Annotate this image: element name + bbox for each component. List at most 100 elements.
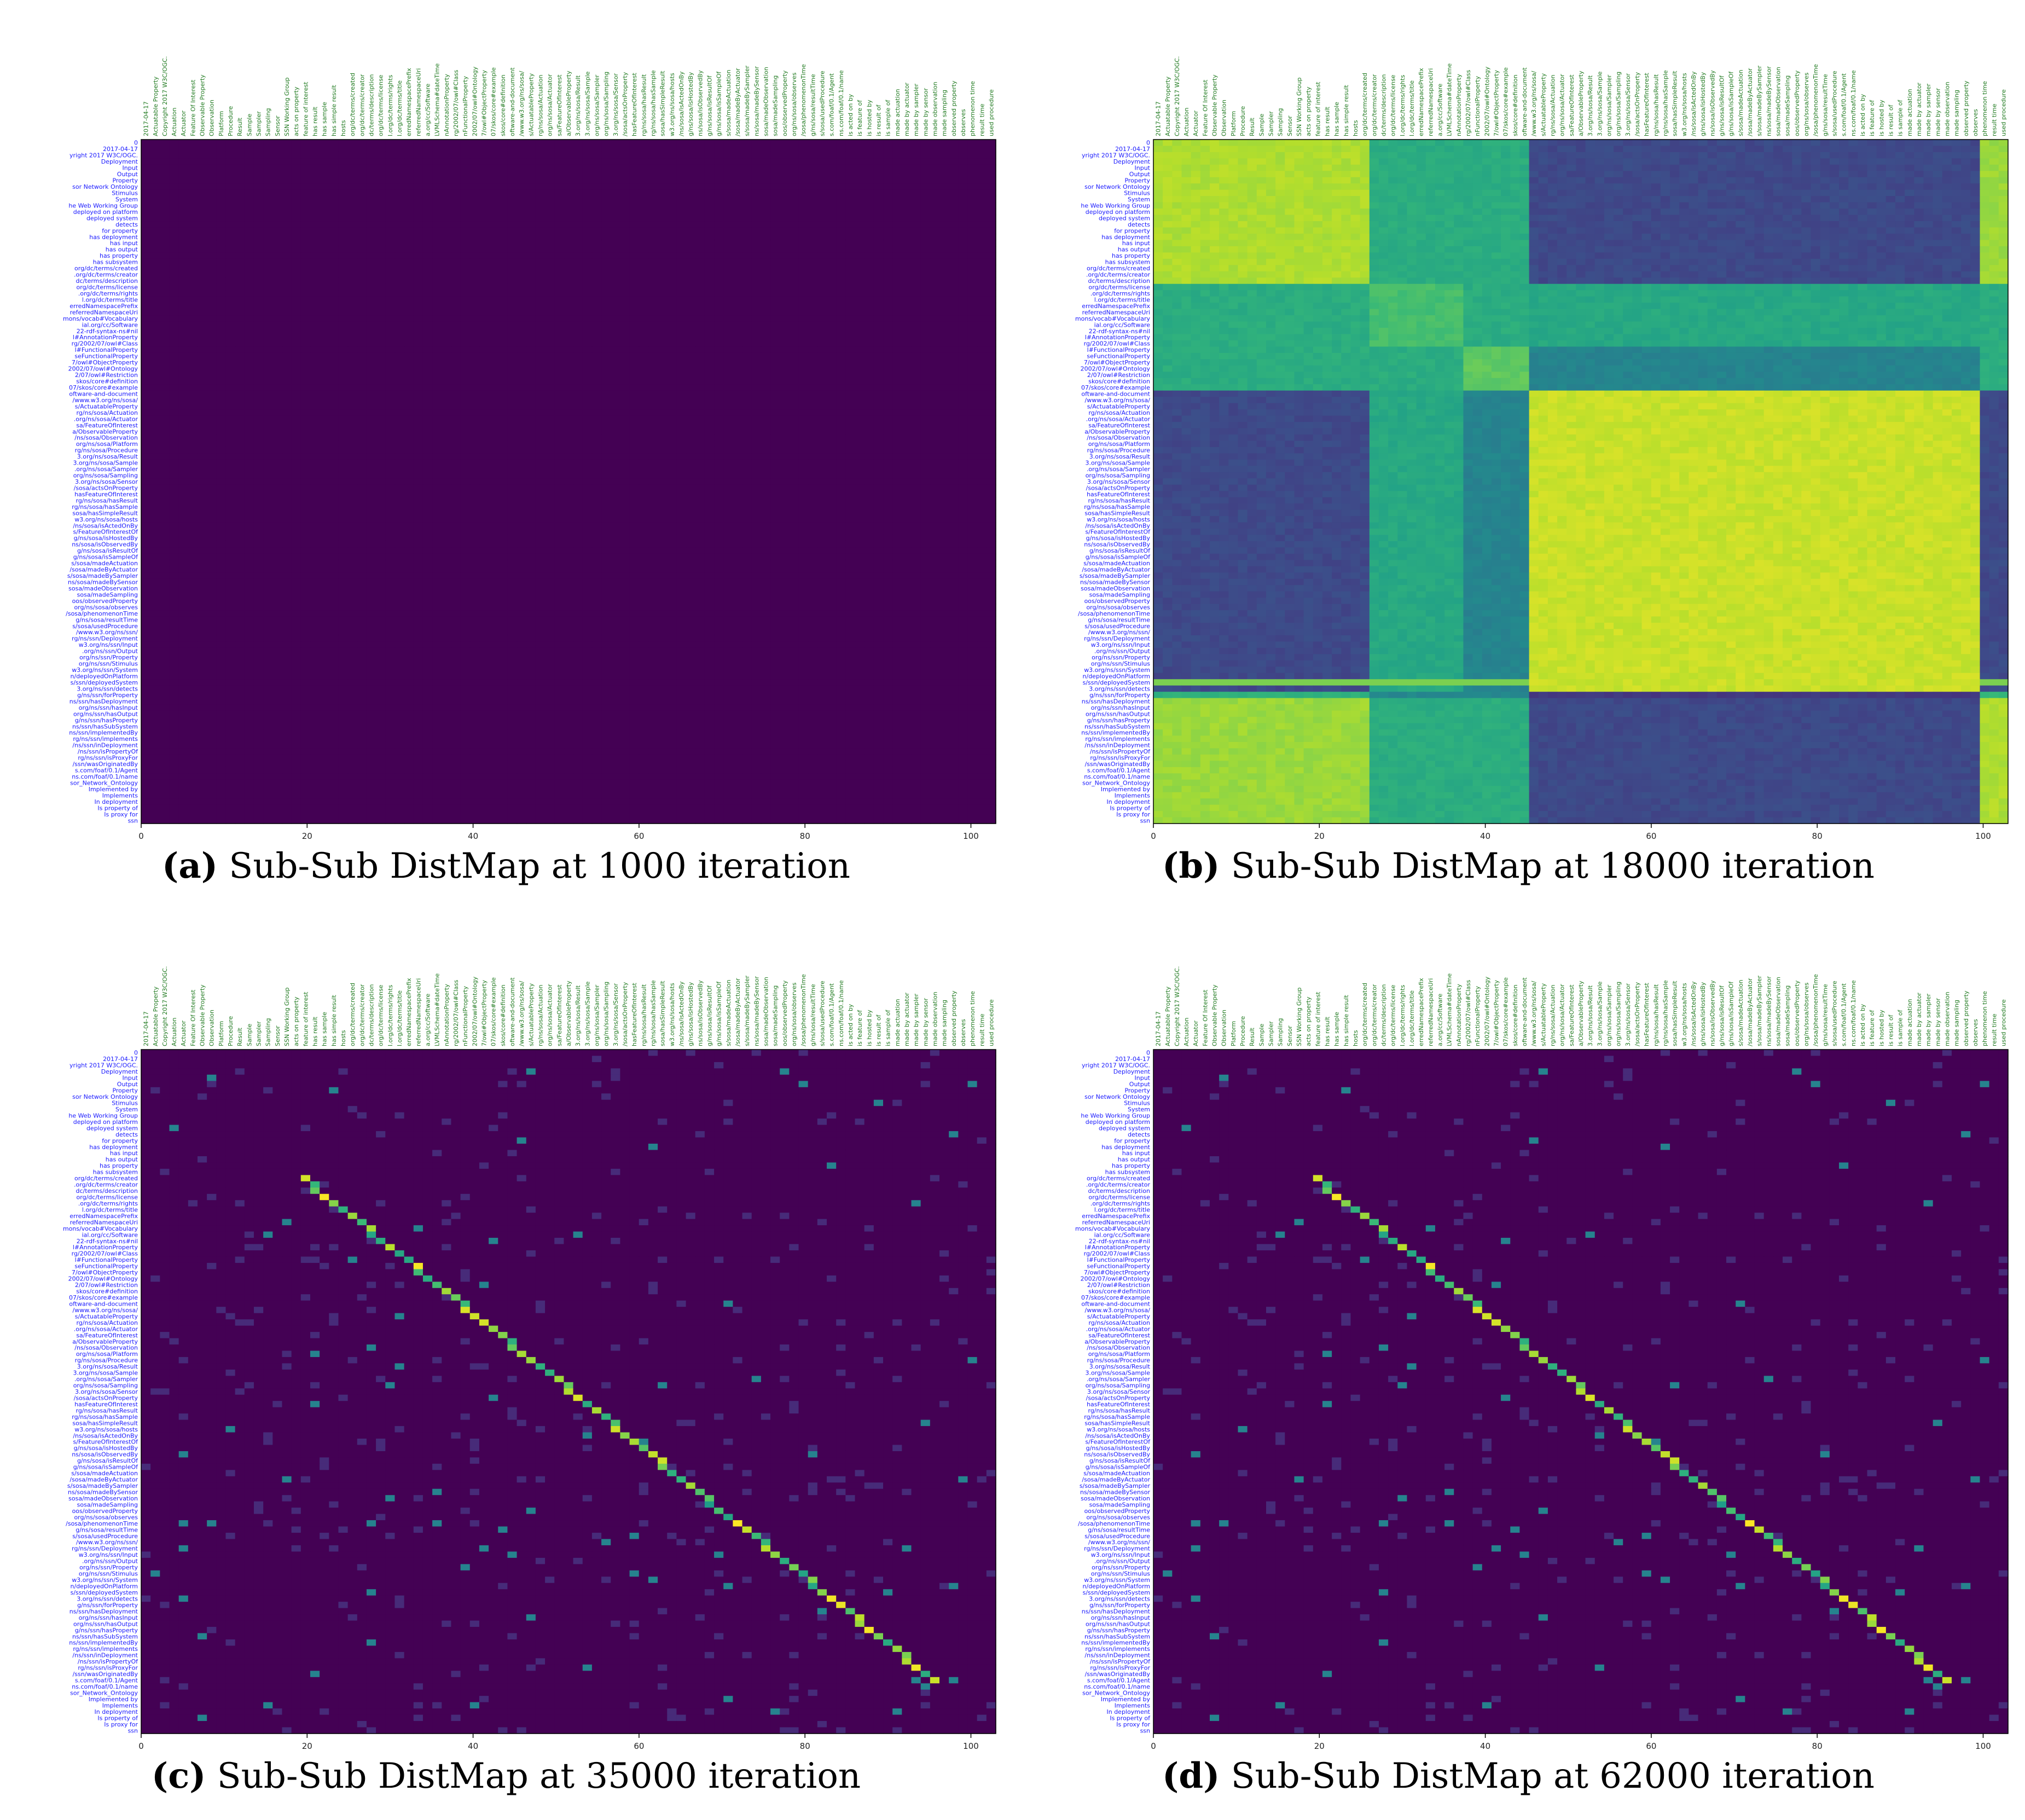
heatmap-cell: [582, 365, 593, 372]
heatmap-cell: [357, 340, 367, 347]
heatmap-cell: [366, 428, 376, 435]
heatmap-cell: [620, 140, 630, 147]
heatmap-cell: [366, 202, 376, 209]
heatmap-cell: [366, 240, 376, 247]
heatmap-cell: [883, 346, 893, 353]
heatmap-cell: [751, 440, 762, 448]
heatmap-cell: [517, 227, 527, 234]
heatmap-cell: [347, 409, 358, 416]
heatmap-cell: [780, 171, 790, 178]
heatmap-cell: [883, 177, 893, 184]
heatmap-cell: [413, 346, 423, 353]
heatmap-cell: [629, 397, 640, 404]
heatmap-cell: [460, 378, 471, 385]
heatmap-cell: [939, 283, 949, 291]
heatmap-cell: [911, 171, 921, 178]
heatmap-cell: [855, 321, 865, 328]
heatmap-cell: [216, 466, 227, 473]
heatmap-cell: [855, 196, 865, 203]
heatmap-cell: [977, 183, 987, 190]
heatmap-cell: [479, 422, 489, 429]
heatmap-cell: [798, 215, 809, 222]
heatmap-cell: [676, 346, 687, 353]
heatmap-cell: [404, 390, 414, 397]
heatmap-cell: [676, 466, 687, 473]
heatmap-cell: [507, 352, 518, 360]
heatmap-cell: [845, 196, 856, 203]
heatmap-cell: [216, 152, 227, 159]
heatmap-cell: [432, 459, 442, 466]
heatmap-cell: [676, 246, 687, 253]
heatmap-cell: [545, 472, 555, 479]
heatmap-cell: [169, 258, 179, 265]
heatmap-cell: [855, 252, 865, 259]
heatmap-cell: [639, 428, 649, 435]
heatmap-cell: [141, 365, 151, 372]
heatmap-cell: [535, 472, 546, 479]
heatmap-cell: [817, 271, 827, 278]
heatmap-cell: [582, 378, 593, 385]
heatmap-cell: [357, 321, 367, 328]
heatmap-cell: [422, 158, 433, 165]
heatmap-cell: [376, 246, 386, 253]
heatmap-cell: [761, 390, 771, 397]
heatmap-cell: [911, 422, 921, 429]
heatmap-cell: [695, 334, 705, 341]
heatmap-cell: [629, 409, 640, 416]
heatmap-cell: [733, 221, 743, 228]
heatmap-cell: [150, 277, 160, 285]
heatmap-cell: [442, 334, 452, 341]
heatmap-cell: [554, 397, 565, 404]
heatmap-cell: [742, 246, 752, 253]
heatmap-cell: [827, 440, 837, 448]
heatmap-cell: [658, 309, 668, 316]
heatmap-cell: [611, 340, 620, 347]
heatmap-cell: [526, 422, 536, 429]
heatmap-cell: [320, 158, 329, 165]
heatmap-cell: [873, 215, 884, 222]
heatmap-cell: [817, 290, 827, 297]
heatmap-cell: [873, 183, 884, 190]
heatmap-cell: [601, 240, 611, 247]
heatmap-cell: [920, 440, 931, 448]
heatmap-cell: [883, 152, 893, 159]
heatmap-cell: [366, 303, 376, 310]
heatmap-cell: [366, 309, 376, 316]
heatmap-cell: [658, 202, 668, 209]
heatmap-cell: [648, 277, 658, 285]
heatmap-cell: [714, 422, 724, 429]
heatmap-cell: [272, 440, 283, 448]
heatmap-cell: [451, 196, 461, 203]
heatmap-cell: [197, 246, 207, 253]
heatmap-cell: [733, 315, 743, 322]
heatmap-cell: [422, 227, 433, 234]
heatmap-cell: [967, 428, 978, 435]
heatmap-cell: [676, 265, 687, 272]
heatmap-cell: [422, 334, 433, 341]
heatmap-cell: [535, 215, 546, 222]
heatmap-cell: [733, 365, 743, 372]
heatmap-cell: [958, 283, 968, 291]
heatmap-cell: [432, 271, 442, 278]
heatmap-cell: [263, 309, 273, 316]
heatmap-cell: [949, 246, 959, 253]
heatmap-cell: [469, 234, 480, 241]
heatmap-cell: [648, 183, 658, 190]
heatmap-cell: [902, 265, 912, 272]
heatmap-cell: [150, 202, 160, 209]
heatmap-cell: [554, 277, 565, 285]
heatmap-cell: [667, 434, 677, 442]
heatmap-cell: [836, 453, 846, 460]
heatmap-cell: [733, 227, 743, 234]
heatmap-cell: [733, 303, 743, 310]
heatmap-cell: [639, 321, 649, 328]
heatmap-cell: [564, 234, 574, 241]
heatmap-cell: [648, 283, 658, 291]
heatmap-cell: [216, 196, 227, 203]
heatmap-cell: [479, 171, 489, 178]
heatmap-cell: [620, 321, 630, 328]
heatmap-cell: [667, 466, 677, 473]
heatmap-cell: [310, 453, 320, 460]
heatmap-cell: [310, 240, 320, 247]
heatmap-cell: [178, 271, 189, 278]
